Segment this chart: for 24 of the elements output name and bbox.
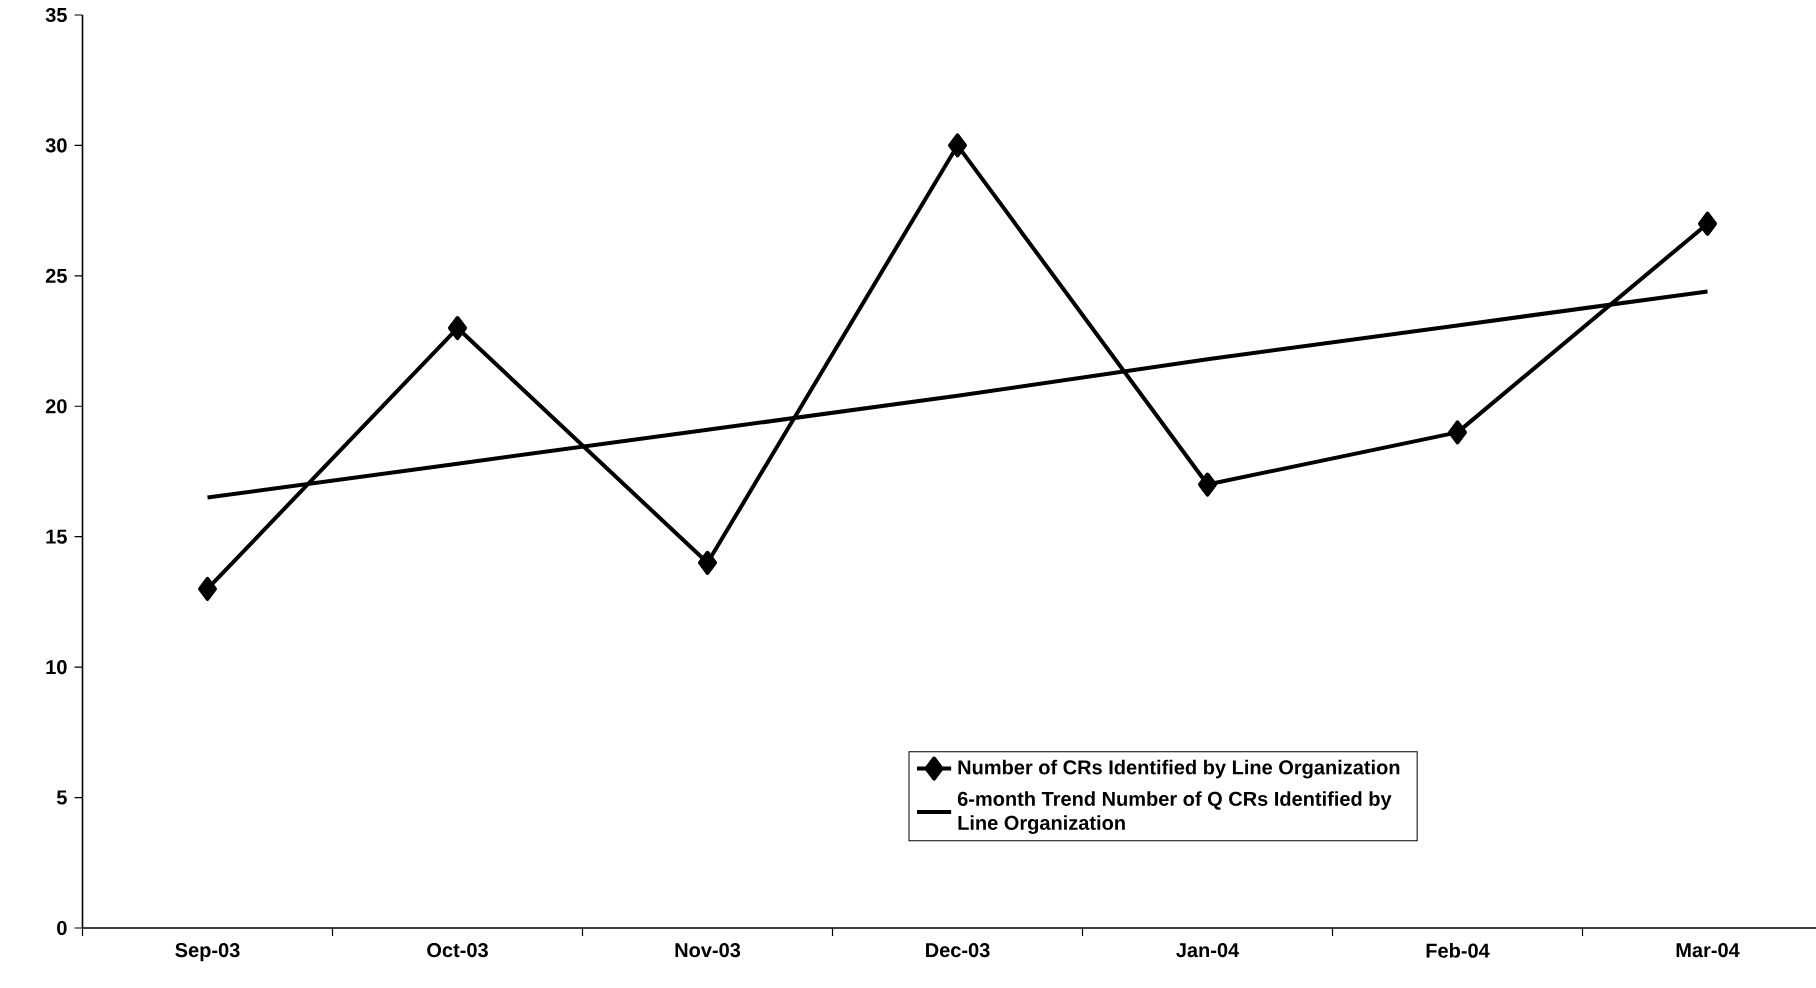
point [198,576,217,601]
y-tick-label: 5 [56,790,67,805]
x-tick-label: Oct-03 [427,943,488,958]
x-tick-label: Sep-03 [175,943,240,962]
point [1198,472,1218,497]
y-tick-label: 10 [46,660,67,675]
point [698,550,718,575]
y-tick-label: 20 [45,399,67,414]
legend-label: Number of CRs Identified by Line Organization [958,759,1400,779]
y-tick-label: 25 [45,268,67,283]
y-tick-label: 30 [45,138,67,153]
x-tick-label: Mar-04 [1676,943,1740,958]
x-tick-label: Jan-04 [1176,943,1240,958]
y-tick-label: 35 [45,7,67,23]
x-tick-label: Nov-03 [675,943,741,958]
point [948,133,968,158]
x-tick-label: Feb-04 [1426,943,1490,958]
point [1448,420,1468,445]
y-tick-label: 15 [46,529,67,544]
point [448,316,467,341]
point [1698,211,1718,236]
legend-label: 6-month Trend Number of Q CRs Identified by Line Organization [957,791,1392,834]
x-tick-label: Dec-03 [926,943,990,958]
y-tick-label: 0 [57,920,67,936]
